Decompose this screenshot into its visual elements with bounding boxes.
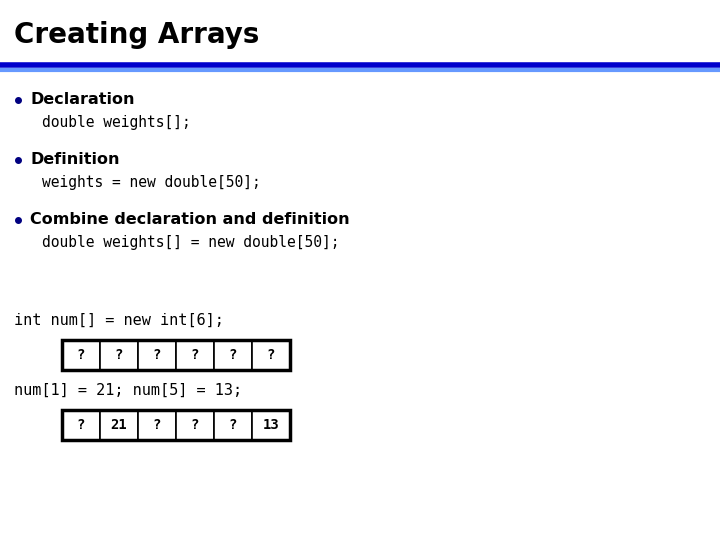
- Text: double weights[] = new double[50];: double weights[] = new double[50];: [42, 234, 340, 249]
- Text: 21: 21: [111, 418, 127, 432]
- Text: Definition: Definition: [30, 152, 120, 167]
- Bar: [214, 340, 252, 370]
- Bar: [138, 340, 176, 370]
- Bar: [62, 410, 290, 440]
- Bar: [62, 340, 100, 370]
- Text: ?: ?: [229, 348, 237, 362]
- Text: weights = new double[50];: weights = new double[50];: [42, 174, 261, 190]
- Bar: [100, 410, 138, 440]
- Bar: [176, 340, 214, 370]
- Text: ?: ?: [191, 418, 199, 432]
- Text: 13: 13: [263, 418, 279, 432]
- Text: double weights[];: double weights[];: [42, 114, 191, 130]
- Bar: [62, 340, 290, 370]
- Text: ?: ?: [77, 418, 85, 432]
- Text: Declaration: Declaration: [30, 92, 135, 107]
- Bar: [138, 410, 176, 440]
- Text: ?: ?: [153, 418, 161, 432]
- Bar: [176, 410, 214, 440]
- Text: Creating Arrays: Creating Arrays: [14, 21, 259, 49]
- Text: ?: ?: [267, 348, 275, 362]
- Bar: [252, 410, 290, 440]
- Bar: [100, 340, 138, 370]
- Text: Combine declaration and definition: Combine declaration and definition: [30, 213, 350, 227]
- Text: ?: ?: [114, 348, 123, 362]
- Text: ?: ?: [191, 348, 199, 362]
- Bar: [214, 410, 252, 440]
- Text: num[1] = 21; num[5] = 13;: num[1] = 21; num[5] = 13;: [14, 382, 242, 397]
- Text: ?: ?: [229, 418, 237, 432]
- Text: ?: ?: [77, 348, 85, 362]
- Text: ?: ?: [153, 348, 161, 362]
- Bar: [62, 410, 100, 440]
- Bar: [252, 340, 290, 370]
- Text: int num[] = new int[6];: int num[] = new int[6];: [14, 313, 224, 327]
